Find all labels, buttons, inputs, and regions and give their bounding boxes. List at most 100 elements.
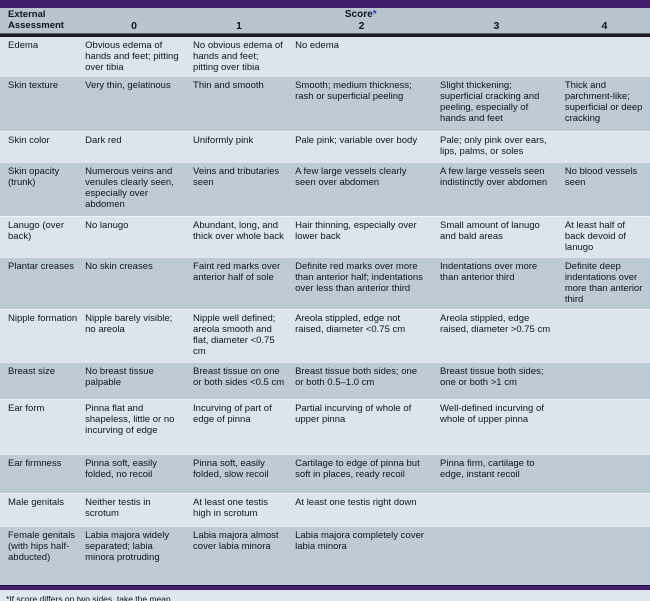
score-cell-2: Partial incurving of whole of upper pinn… bbox=[295, 403, 412, 425]
table-row: Edema Obvious edema of hands and feet; p… bbox=[0, 37, 650, 76]
score-cell-0: No lanugo bbox=[85, 220, 129, 231]
score-footnote-asterisk: * bbox=[372, 9, 377, 20]
score-cell-1: At least one testis high in scrotum bbox=[193, 497, 269, 519]
score-cell-1: No obvious edema of hands and feet; pitt… bbox=[193, 40, 283, 73]
score-cell-2: No edema bbox=[295, 40, 339, 51]
table-row: Skin color Dark red Uniformly pink Pale … bbox=[0, 131, 650, 162]
row-label: Nipple formation bbox=[8, 313, 78, 324]
score-cell-0: Labia majora widely separated; labia min… bbox=[85, 530, 170, 563]
score-column-header-4: 4 bbox=[601, 20, 608, 32]
score-cell-4 bbox=[565, 363, 650, 399]
score-cell-4 bbox=[565, 455, 650, 493]
score-cell-2: Smooth; medium thickness; rash or superf… bbox=[295, 80, 412, 102]
row-label: Lanugo (over back) bbox=[8, 220, 64, 242]
score-column-header-0: 0 bbox=[131, 20, 137, 32]
score-cell-0: Dark red bbox=[85, 135, 122, 146]
score-cell-4 bbox=[565, 37, 650, 76]
score-cell-1: Abundant, long, and thick over whole bac… bbox=[193, 220, 284, 242]
score-cell-4 bbox=[565, 400, 650, 454]
score-cell-4: Thick and parchment-like; superficial or… bbox=[564, 80, 643, 124]
score-cell-0: Neither testis in scrotum bbox=[85, 497, 151, 519]
score-cell-1: Labia majora almost cover labia minora bbox=[193, 530, 279, 552]
score-cell-0: Pinna soft, easily folded, no recoil bbox=[85, 458, 157, 480]
score-cell-4 bbox=[565, 310, 650, 362]
score-cell-3: Indentations over more than anterior thi… bbox=[440, 261, 538, 283]
score-cell-2: Areola stippled, edge not raised, diamet… bbox=[295, 313, 406, 335]
table-row: Skin texture Very thin, gelatinous Thin … bbox=[0, 76, 650, 131]
score-cell-4 bbox=[565, 494, 650, 526]
score-cell-1: Thin and smooth bbox=[193, 80, 264, 91]
row-label: Skin texture bbox=[8, 80, 59, 91]
score-cell-1: Incurving of part of edge of pinna bbox=[193, 403, 272, 425]
table-row: Ear firmness Pinna soft, easily folded, … bbox=[0, 454, 650, 493]
assessment-column-header: External Assessment bbox=[8, 9, 64, 31]
score-cell-3 bbox=[440, 527, 565, 585]
score-column-header-3: 3 bbox=[493, 20, 500, 32]
table-footnotes: *If score differs on two sides, take the… bbox=[0, 590, 650, 601]
top-accent-bar bbox=[0, 0, 650, 8]
score-cell-1: Uniformly pink bbox=[193, 135, 254, 146]
score-cell-0: Nipple barely visible; no areola bbox=[85, 313, 173, 335]
table-row: Nipple formation Nipple barely visible; … bbox=[0, 309, 650, 362]
score-cell-3: Areola stippled, edge raised, diameter >… bbox=[440, 313, 551, 335]
row-label: Male genitals bbox=[8, 497, 64, 508]
score-cell-3 bbox=[440, 37, 565, 76]
score-cell-1: Faint red marks over anterior half of so… bbox=[193, 261, 281, 283]
score-cell-0: Pinna flat and shapeless, little or no i… bbox=[85, 403, 175, 436]
score-cell-4: At least half of back devoid of lanugo bbox=[564, 220, 627, 253]
score-cell-0: Obvious edema of hands and feet; pitting… bbox=[85, 40, 179, 73]
bottom-accent-rule bbox=[0, 585, 650, 590]
score-cell-3: A few large vessels seen indistinctly ov… bbox=[440, 166, 548, 188]
score-cell-3: Slight thickening; superficial cracking … bbox=[440, 80, 540, 124]
score-cell-3: Small amount of lanugo and bald areas bbox=[440, 220, 540, 242]
score-cell-4 bbox=[565, 132, 650, 162]
score-cell-0: No skin creases bbox=[85, 261, 153, 272]
score-cell-1: Breast tissue on one or both sides <0.5 … bbox=[193, 366, 285, 388]
row-label: Edema bbox=[8, 40, 39, 51]
score-cell-3: Pale; only pink over ears, lips, palms, … bbox=[440, 135, 547, 157]
table-row: Female genitals (with hips half-abducted… bbox=[0, 526, 650, 585]
score-cell-1: Nipple well defined; areola smooth and f… bbox=[193, 313, 276, 357]
score-cell-3: Pinna firm, cartilage to edge, instant r… bbox=[440, 458, 535, 480]
table-header: Score* External Assessment 0 1 2 3 4 bbox=[0, 8, 650, 33]
row-label: Skin opacity (trunk) bbox=[8, 166, 60, 188]
row-label: Ear form bbox=[8, 403, 45, 414]
row-label: Ear firmness bbox=[8, 458, 62, 469]
row-label: Female genitals (with hips half-abducted… bbox=[8, 530, 76, 563]
score-column-header-2: 2 bbox=[358, 20, 365, 32]
score-cell-0: Numerous veins and venules clearly seen,… bbox=[85, 166, 174, 210]
row-label: Plantar creases bbox=[8, 261, 75, 272]
score-cell-2: Cartilage to edge of pinna but soft in p… bbox=[295, 458, 420, 480]
score-cell-2: Definite red marks over more than anteri… bbox=[295, 261, 423, 294]
score-cell-1: Veins and tributaries seen bbox=[193, 166, 280, 188]
score-cell-2: Labia majora completely cover labia mino… bbox=[295, 530, 424, 552]
table-row: Skin opacity (trunk) Numerous veins and … bbox=[0, 162, 650, 216]
table-row: Ear form Pinna flat and shapeless, littl… bbox=[0, 399, 650, 454]
score-cell-2: Hair thinning, especially over lower bac… bbox=[295, 220, 417, 242]
score-cell-2: Pale pink; variable over body bbox=[295, 135, 418, 146]
score-cell-3 bbox=[440, 494, 565, 526]
score-cell-1: Pinna soft, easily folded, slow recoil bbox=[193, 458, 269, 480]
table-body: Edema Obvious edema of hands and feet; p… bbox=[0, 37, 650, 585]
table-row: Lanugo (over back) No lanugo Abundant, l… bbox=[0, 216, 650, 257]
score-cell-4 bbox=[565, 527, 650, 585]
score-cell-0: No breast tissue palpable bbox=[85, 366, 154, 388]
table-row: Male genitals Neither testis in scrotum … bbox=[0, 493, 650, 526]
score-cell-2: At least one testis right down bbox=[295, 497, 417, 508]
row-label: Breast size bbox=[8, 366, 55, 377]
score-label-text: Score bbox=[344, 9, 373, 20]
header-divider-rule bbox=[0, 33, 650, 37]
score-column-group-label: Score* bbox=[293, 9, 430, 20]
score-cell-3: Breast tissue both sides; one or both >1… bbox=[440, 366, 544, 388]
row-label: Skin color bbox=[8, 135, 50, 146]
table-row: Plantar creases No skin creases Faint re… bbox=[0, 257, 650, 309]
score-cell-4: Definite deep indentations over more tha… bbox=[564, 261, 643, 305]
score-cell-2: A few large vessels clearly seen over ab… bbox=[295, 166, 407, 188]
score-cell-4: No blood vessels seen bbox=[564, 166, 638, 188]
score-cell-0: Very thin, gelatinous bbox=[85, 80, 171, 91]
score-cell-3: Well-defined incurving of whole of upper… bbox=[440, 403, 544, 425]
footnote-mean-rule: *If score differs on two sides, take the… bbox=[6, 594, 174, 601]
score-cell-2: Breast tissue both sides; one or both 0.… bbox=[295, 366, 418, 388]
table-row: Breast size No breast tissue palpable Br… bbox=[0, 362, 650, 399]
